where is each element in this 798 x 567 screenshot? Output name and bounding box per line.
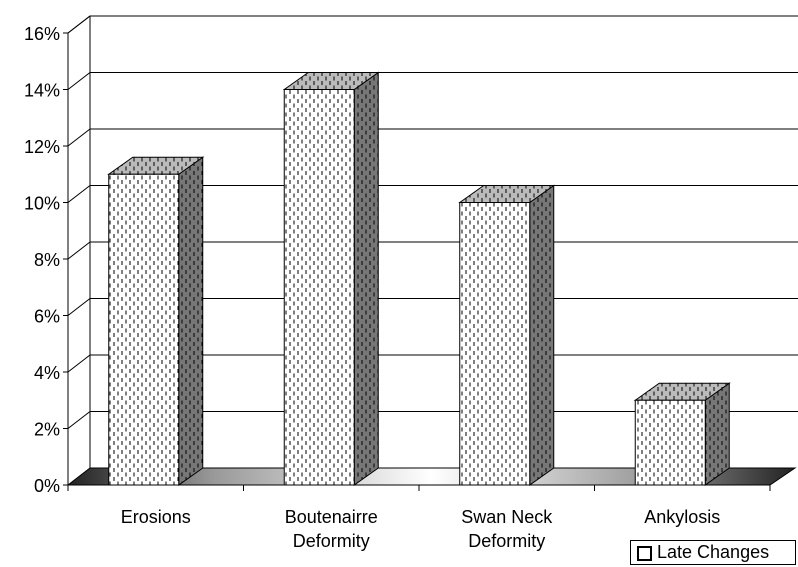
back-wall xyxy=(67,15,798,34)
y-tick-label: 14% xyxy=(24,80,60,100)
grid-line xyxy=(67,354,798,373)
bar xyxy=(283,89,355,486)
y-tick-label: 8% xyxy=(34,250,60,270)
y-tick-label: 12% xyxy=(24,137,60,157)
y-tick-label: 4% xyxy=(34,363,60,383)
bar-side xyxy=(704,382,730,486)
grid-line xyxy=(67,241,798,260)
legend: Late Changes xyxy=(630,540,796,565)
bar xyxy=(634,399,706,486)
bar-side xyxy=(178,156,204,486)
grid-line xyxy=(67,185,798,203)
grid-line xyxy=(67,411,798,429)
y-tick-label: 6% xyxy=(34,306,60,326)
y-tick-label: 10% xyxy=(24,193,60,213)
legend-label: Late Changes xyxy=(657,542,770,562)
grid-line xyxy=(67,72,798,90)
x-tick-label: Boutenairre Deformity xyxy=(284,507,378,551)
y-tick-label: 0% xyxy=(34,476,60,496)
bar xyxy=(459,202,531,486)
y-tick-label: 16% xyxy=(24,24,60,44)
x-tick-label: Swan Neck Deformity xyxy=(461,507,553,551)
bar-side xyxy=(353,71,379,486)
bar-side xyxy=(529,184,555,486)
grid-line xyxy=(67,15,798,34)
legend-key xyxy=(637,546,652,561)
x-tick-label: Erosions xyxy=(120,507,191,527)
grid-line xyxy=(67,298,798,316)
grid-line xyxy=(67,128,798,147)
x-tick-label: Ankylosis xyxy=(644,507,721,527)
y-tick-label: 2% xyxy=(34,419,60,439)
bar xyxy=(108,173,180,486)
